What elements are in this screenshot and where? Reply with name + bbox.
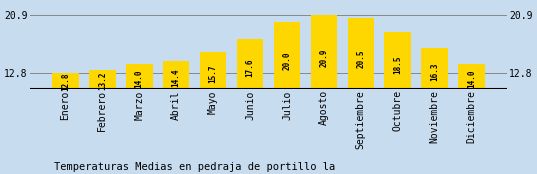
Bar: [237, 39, 263, 89]
Bar: [52, 73, 79, 89]
Text: 16.3: 16.3: [430, 62, 439, 81]
Text: 14.0: 14.0: [467, 69, 476, 88]
Text: 20.5: 20.5: [357, 50, 365, 68]
Text: 14.4: 14.4: [172, 68, 180, 86]
Bar: [422, 48, 448, 89]
Bar: [310, 73, 337, 89]
Text: 20.9: 20.9: [320, 49, 329, 67]
Bar: [237, 73, 263, 89]
Text: 12.8: 12.8: [61, 73, 70, 91]
Bar: [163, 73, 190, 89]
Text: 15.7: 15.7: [208, 64, 217, 83]
Bar: [89, 73, 115, 89]
Bar: [458, 73, 485, 89]
Bar: [384, 32, 411, 89]
Bar: [274, 73, 300, 89]
Bar: [274, 22, 300, 89]
Bar: [200, 52, 227, 89]
Bar: [126, 64, 153, 89]
Bar: [458, 64, 485, 89]
Text: 14.0: 14.0: [135, 69, 144, 88]
Bar: [384, 73, 411, 89]
Bar: [310, 15, 337, 89]
Bar: [200, 73, 227, 89]
Bar: [347, 18, 374, 89]
Text: 13.2: 13.2: [98, 72, 107, 90]
Text: 20.0: 20.0: [282, 52, 292, 70]
Bar: [163, 61, 190, 89]
Bar: [89, 70, 115, 89]
Text: 17.6: 17.6: [245, 58, 255, 77]
Bar: [422, 73, 448, 89]
Bar: [347, 73, 374, 89]
Bar: [52, 73, 79, 89]
Text: 18.5: 18.5: [393, 56, 402, 74]
Text: Temperaturas Medias en pedraja de portillo la: Temperaturas Medias en pedraja de portil…: [54, 162, 335, 172]
Bar: [126, 73, 153, 89]
